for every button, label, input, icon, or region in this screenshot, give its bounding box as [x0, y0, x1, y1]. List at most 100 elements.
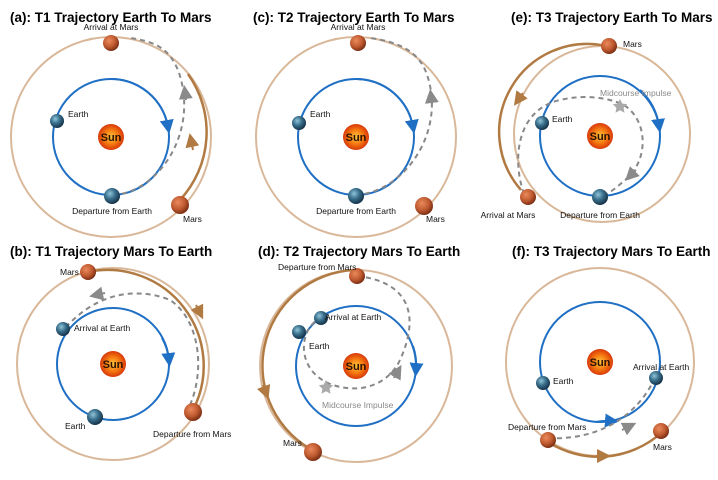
transfer-trajectory — [302, 275, 411, 390]
panel-f-title: (f): T3 Trajectory Mars To Earth — [512, 244, 711, 259]
mars-planet-arrival — [103, 35, 119, 51]
earth-orbit-arrow — [639, 89, 665, 133]
mars-planet-departure — [184, 403, 202, 421]
earth-planet-departure — [592, 189, 608, 205]
sun — [343, 353, 369, 379]
panel-f: (f): T3 Trajectory Mars To Earth Sun Ear… — [505, 244, 711, 463]
earth-label: Earth — [553, 376, 574, 386]
panel-d-title: (d): T2 Trajectory Mars To Earth — [258, 244, 460, 259]
mars-arc-arrow — [513, 90, 528, 106]
mars-arc-arrow — [185, 133, 200, 151]
mars-planet-departure — [349, 268, 365, 284]
arrival-label: Arrival at Mars — [481, 210, 536, 220]
mars-orbit-arc — [87, 268, 205, 411]
transfer-arrow — [388, 364, 402, 381]
midcourse-star-icon — [318, 380, 334, 394]
earth-planet — [535, 116, 549, 130]
earth-planet-arrival — [56, 322, 70, 336]
sun-label: Sun — [590, 131, 611, 143]
sun-label: Sun — [103, 359, 124, 371]
panel-d: (d): T2 Trajectory Mars To Earth Midcour… — [256, 244, 460, 463]
earth-orbit-arrow — [595, 413, 619, 428]
earth-planet — [50, 114, 64, 128]
departure-label: Departure from Earth — [560, 210, 640, 220]
mars-planet — [171, 196, 189, 214]
mars-planet-arrival — [350, 35, 366, 51]
earth-planet — [87, 409, 103, 425]
panel-c: (c): T2 Trajectory Earth To Mars Sun Arr… — [253, 10, 457, 238]
sun — [587, 349, 613, 375]
sun-label: Sun — [346, 361, 367, 373]
mars-planet-arrival — [520, 189, 536, 205]
transfer-arrow — [89, 286, 106, 301]
earth-planet-arrival — [314, 311, 328, 325]
arrival-label: Arrival at Earth — [633, 362, 689, 372]
transfer-arrow — [625, 166, 640, 181]
earth-planet — [292, 116, 306, 130]
earth-label: Earth — [310, 109, 331, 119]
transfer-trajectory — [112, 37, 186, 196]
earth-orbit-arrow — [409, 345, 424, 377]
transfer-trajectory — [355, 37, 433, 196]
sun — [98, 124, 124, 150]
earth-planet-arrival — [649, 371, 663, 385]
earth-orbit-arrow — [161, 337, 176, 367]
sun-label: Sun — [101, 132, 122, 144]
mars-label: Mars — [183, 214, 202, 224]
sun — [343, 124, 369, 150]
panel-b: (b): T1 Trajectory Mars To Earth Sun Mar… — [10, 244, 231, 461]
midcourse-label: Midcourse Impulse — [600, 88, 672, 98]
departure-label: Departure from Mars — [278, 262, 356, 272]
mars-planet — [415, 197, 433, 215]
transfer-trajectory — [517, 96, 644, 197]
mars-orbit-arc — [497, 42, 607, 191]
midcourse-star-icon — [612, 99, 628, 113]
transfer-arrow — [424, 89, 439, 105]
panel-c-title: (c): T2 Trajectory Earth To Mars — [253, 10, 455, 25]
mars-label: Mars — [623, 39, 642, 49]
sun — [100, 351, 126, 377]
arrival-label: Arrival at Earth — [74, 323, 130, 333]
departure-label: Departure from Mars — [153, 429, 231, 439]
midcourse-label: Midcourse Impulse — [322, 400, 394, 410]
sun — [587, 123, 613, 149]
arrival-label: Arrival at Mars — [84, 22, 139, 32]
mars-arc-arrow — [256, 383, 271, 400]
transfer-trajectory — [547, 377, 656, 440]
arrival-label: Arrival at Mars — [331, 22, 386, 32]
earth-label: Earth — [65, 421, 86, 431]
transfer-arrow — [620, 422, 637, 436]
mars-orbit — [16, 267, 210, 461]
earth-planet-departure — [348, 188, 364, 204]
mars-orbit-arc — [179, 73, 208, 201]
mars-label: Mars — [426, 214, 445, 224]
mars-orbit-arc — [547, 432, 662, 458]
departure-label: Departure from Earth — [72, 206, 152, 216]
mars-planet-departure — [540, 432, 556, 448]
mars-planet — [80, 264, 96, 280]
panel-e: (e): T3 Trajectory Earth To Mars Midcour… — [481, 10, 713, 223]
panel-e-title: (e): T3 Trajectory Earth To Mars — [511, 10, 713, 25]
transfer-trajectory — [65, 292, 200, 406]
earth-label: Earth — [552, 114, 573, 124]
arrival-label: Arrival at Earth — [325, 312, 381, 322]
earth-orbit-arrow — [110, 78, 174, 134]
mars-planet — [304, 443, 322, 461]
mars-label: Mars — [653, 442, 672, 452]
mars-planet — [653, 423, 669, 439]
earth-planet-departure — [104, 188, 120, 204]
earth-label: Earth — [68, 109, 89, 119]
panel-b-title: (b): T1 Trajectory Mars To Earth — [10, 244, 212, 259]
departure-label: Departure from Mars — [508, 422, 586, 432]
sun-label: Sun — [346, 132, 367, 144]
mars-label: Mars — [60, 267, 79, 277]
earth-planet — [536, 376, 550, 390]
transfer-arrow — [178, 85, 193, 101]
mars-label: Mars — [283, 438, 302, 448]
mars-arc-arrow — [190, 303, 204, 320]
departure-label: Departure from Earth — [316, 206, 396, 216]
mars-planet — [601, 38, 617, 54]
mars-orbit-arc — [261, 268, 355, 454]
sun-label: Sun — [590, 357, 611, 369]
